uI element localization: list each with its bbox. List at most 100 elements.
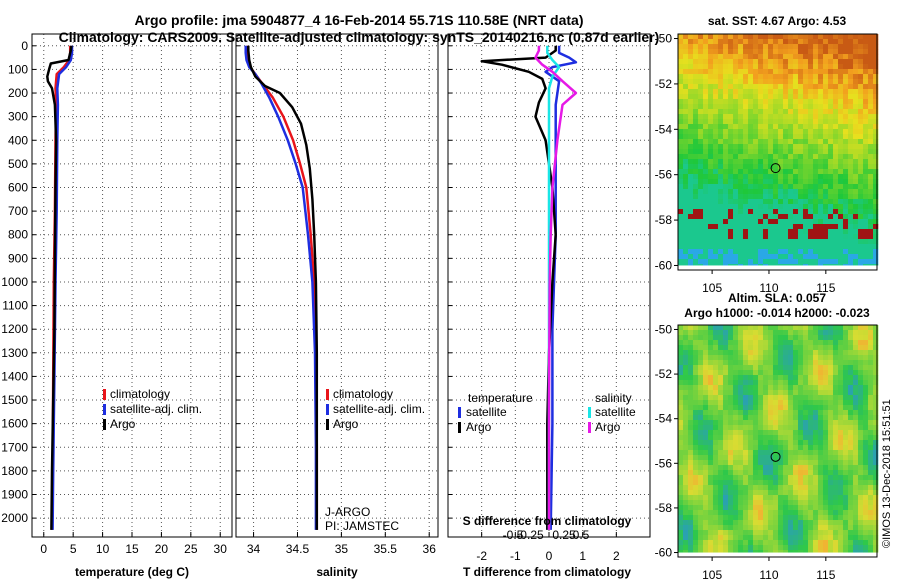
map-cell <box>708 89 714 95</box>
map-cell <box>678 345 684 351</box>
map-cell <box>713 74 719 80</box>
map-cell <box>853 244 859 250</box>
map-cell <box>698 114 704 120</box>
map-cell <box>743 264 749 266</box>
map-cell <box>788 365 794 371</box>
map-cell <box>873 39 879 45</box>
map-cell <box>823 224 829 230</box>
map-cell <box>678 219 684 225</box>
map-cell <box>693 350 699 356</box>
map-cell <box>708 530 714 536</box>
map-cell <box>828 450 834 456</box>
map-cell <box>758 355 764 361</box>
x-tick-label: 34.5 <box>286 542 310 556</box>
map-cell <box>868 144 874 150</box>
map-cell <box>773 470 779 476</box>
map-cell <box>833 49 839 55</box>
map-cell <box>788 460 794 466</box>
map-cell <box>873 495 879 501</box>
map-cell <box>833 530 839 536</box>
map-cell <box>843 340 849 346</box>
map-cell <box>863 495 869 501</box>
map-cell <box>733 254 739 260</box>
map-cell <box>718 470 724 476</box>
map-cell <box>698 400 704 406</box>
map-cell <box>873 74 879 80</box>
map-cell <box>833 234 839 240</box>
map-cell <box>678 380 684 386</box>
map-cell <box>703 239 709 245</box>
map-cell <box>798 455 804 461</box>
map-cell <box>823 410 829 416</box>
map-cell <box>778 540 784 546</box>
map-cell <box>818 550 824 553</box>
map-cell <box>778 79 784 85</box>
map-cell <box>838 169 844 175</box>
map-cell <box>798 450 804 456</box>
map-cell <box>698 545 704 551</box>
map-cell <box>683 124 689 130</box>
map-cell <box>858 430 864 436</box>
map-cell <box>698 325 704 331</box>
map-cell <box>783 410 789 416</box>
map-cell <box>868 500 874 506</box>
map-cell <box>843 510 849 516</box>
map-cell <box>708 34 714 40</box>
map-cell <box>688 204 694 210</box>
map-cell <box>818 345 824 351</box>
map-cell <box>768 520 774 526</box>
map-cell <box>798 480 804 486</box>
map-cell <box>738 219 744 225</box>
map-cell <box>758 89 764 95</box>
map-cell <box>868 325 874 331</box>
map-cell <box>698 244 704 250</box>
map-cell <box>858 360 864 366</box>
map-cell <box>823 540 829 546</box>
map-cell <box>748 264 754 266</box>
map-cell <box>683 254 689 260</box>
map-cell <box>778 340 784 346</box>
map-cell <box>733 430 739 436</box>
map-cell <box>788 465 794 471</box>
map-cell <box>718 259 724 265</box>
map-cell <box>703 44 709 50</box>
map-cell <box>778 520 784 526</box>
map-cell <box>728 345 734 351</box>
map-cell <box>803 59 809 65</box>
map-cell <box>778 49 784 55</box>
map-cell <box>868 89 874 95</box>
map-cell <box>678 54 684 60</box>
map-cell <box>698 410 704 416</box>
map-cell <box>723 79 729 85</box>
map-cell <box>823 104 829 110</box>
map-cell <box>718 239 724 245</box>
map-cell <box>723 495 729 501</box>
map-cell <box>783 44 789 50</box>
map-cell <box>733 149 739 155</box>
map-cell <box>813 94 819 100</box>
map-cell <box>813 370 819 376</box>
map-cell <box>728 114 734 120</box>
map-cell <box>763 164 769 170</box>
map-cell <box>808 535 814 541</box>
map-cell <box>683 204 689 210</box>
map-cell <box>803 460 809 466</box>
map-cell <box>738 345 744 351</box>
map-cell <box>848 455 854 461</box>
map-cell <box>798 124 804 130</box>
map-cell <box>733 89 739 95</box>
map-cell <box>753 179 759 185</box>
map-cell <box>828 545 834 551</box>
map-cell <box>728 259 734 265</box>
map-cell <box>848 99 854 105</box>
map-cell <box>683 520 689 526</box>
map-cell <box>678 89 684 95</box>
map-cell <box>818 239 824 245</box>
map-cell <box>733 435 739 441</box>
map-cell <box>748 460 754 466</box>
map-cell <box>733 455 739 461</box>
map-cell <box>753 525 759 531</box>
map-cell <box>823 109 829 115</box>
map-cell <box>703 144 709 150</box>
map-cell <box>823 550 829 553</box>
